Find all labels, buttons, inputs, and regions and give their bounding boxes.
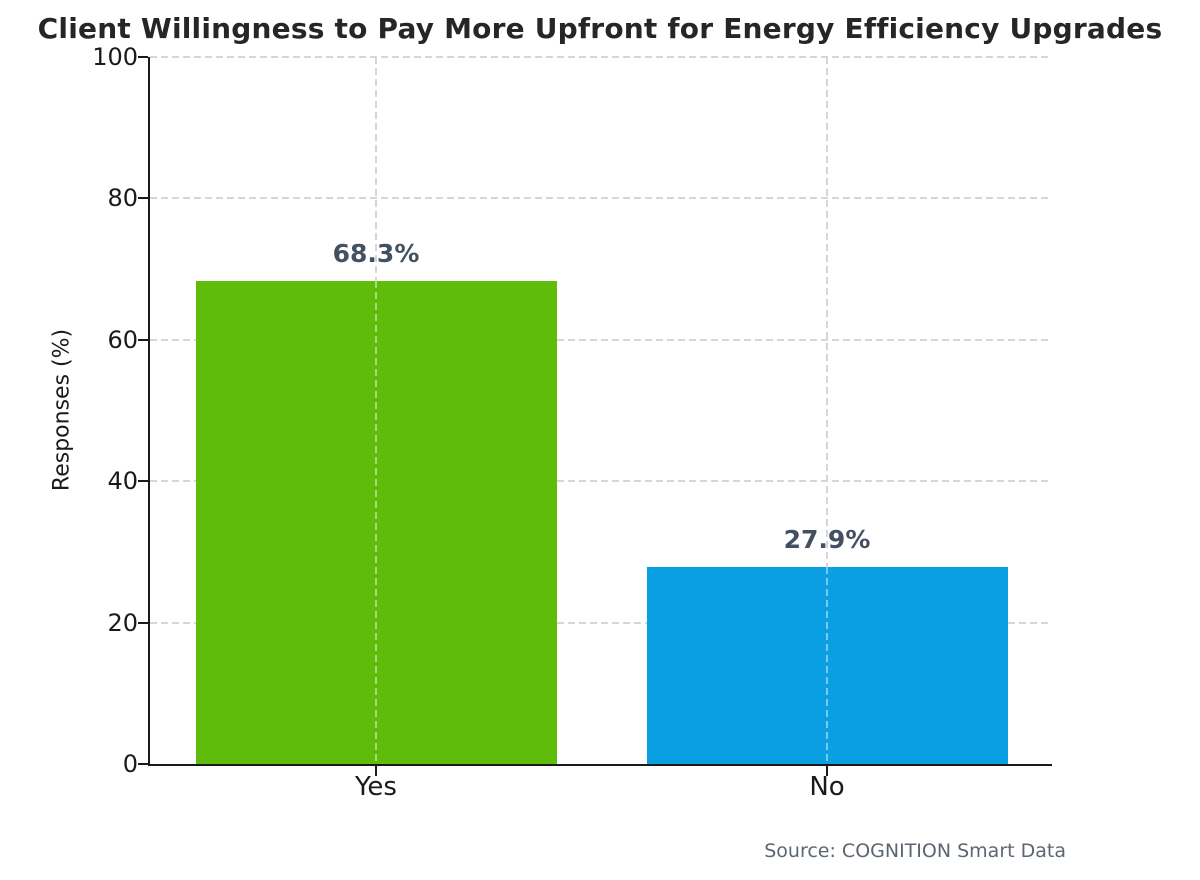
h-gridline: [150, 338, 1052, 341]
y-tick-mark: [138, 197, 148, 200]
bar-no: [646, 567, 1008, 764]
h-gridline: [150, 621, 1052, 624]
y-tick-label: 0: [122, 750, 138, 778]
h-gridline: [150, 197, 1052, 200]
y-tick-label: 80: [107, 184, 138, 213]
x-tick-mark: [826, 766, 828, 776]
h-gridline: [150, 480, 1052, 483]
y-tick-label: 60: [107, 325, 138, 354]
value-label: 68.3%: [332, 239, 420, 268]
x-tick-mark: [375, 766, 377, 776]
v-gridline-over-bar: [375, 281, 377, 764]
value-label: 27.9%: [783, 525, 871, 554]
y-tick-mark: [138, 338, 148, 341]
y-tick-mark: [138, 56, 148, 58]
h-gridline: [150, 56, 1052, 58]
y-tick-mark: [138, 621, 148, 624]
chart-title: Client Willingness to Pay More Upfront f…: [37, 12, 1163, 45]
y-tick-mark: [138, 480, 148, 483]
v-gridline: [826, 57, 828, 764]
x-tick-label: Yes: [355, 772, 397, 802]
y-tick-label: 40: [107, 467, 138, 496]
source-note: Source: COGNITION Smart Data: [764, 840, 1066, 862]
y-axis-label: Responses (%): [49, 328, 75, 492]
y-tick-label: 100: [92, 43, 138, 71]
plot-area: 0 20 40 60 80 100 68.3% Yes 27.9% No: [92, 43, 1052, 802]
x-tick-label: No: [809, 772, 845, 802]
v-gridline-over-bar: [826, 567, 828, 764]
y-tick-label: 20: [107, 608, 138, 637]
y-tick-mark: [138, 763, 148, 765]
bar-yes: [195, 281, 557, 764]
